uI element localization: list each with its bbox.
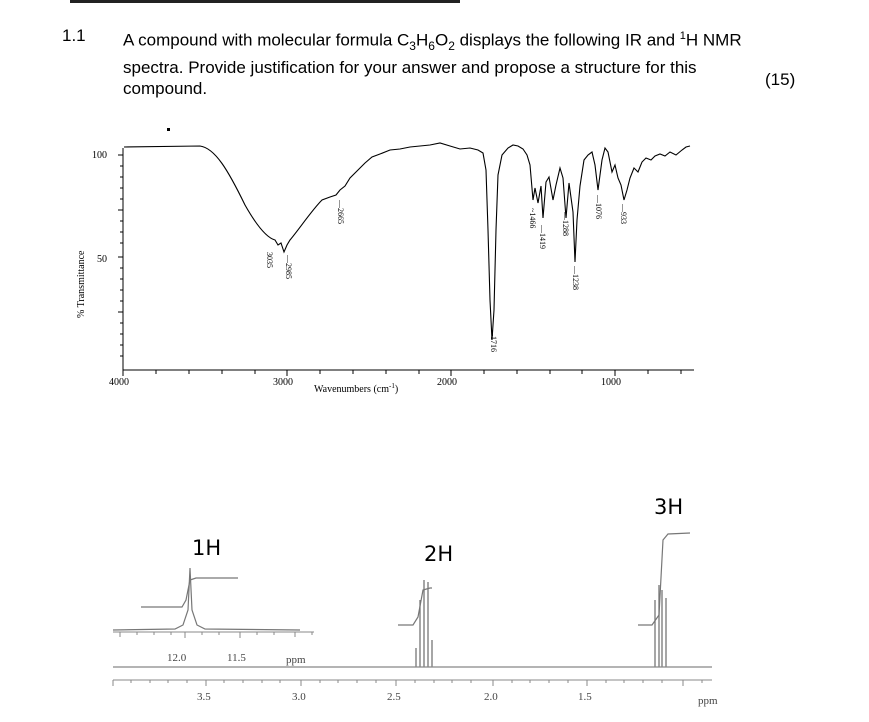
nmr-spectrum: 1H 2H 3H 12.0 11.5 ppm [112,495,718,707]
inset-tick-12-0: 12.0 [167,652,187,664]
triplet-3h [654,585,667,667]
nmr-tick-2-5: 2.5 [387,691,401,703]
quartet-2h [415,580,433,667]
ir-peak-1288: —1288 [561,211,570,236]
ir-y-ticks [118,154,123,357]
ir-peak-2985: —2985 [284,254,293,279]
ir-peak-933: —933 [619,203,628,224]
ir-peak-1466: ~1466 [528,208,537,228]
stray-dot [167,128,170,131]
ir-peak-1238: —1238 [571,265,580,290]
ir-peak-labels: 3035 —2985 —2665 —1716 ~1466 —1419 —1288… [265,194,628,352]
inset-tick-11-5: 11.5 [227,652,246,664]
ir-xtick-3000: 3000 [273,377,293,388]
ir-trace [123,142,691,341]
integral-3h [638,532,691,626]
nmr-tick-2-0: 2.0 [484,691,498,703]
ir-x-ticks [122,370,682,376]
question-marks: (15) [765,70,796,89]
inset-peak [112,567,301,631]
header-rule [70,0,460,3]
ir-ytick-100: 100 [92,150,107,161]
nmr-inset: 12.0 11.5 ppm [112,567,314,666]
nmr-tick-1-5: 1.5 [578,691,592,703]
ir-xlabel: Wavenumbers (cm-1) [314,382,398,395]
inset-unit: ppm [286,654,306,666]
ir-ylabel: % Transmittance [76,250,87,318]
integration-1h: 1H [192,536,221,560]
ir-spectrum: 100 50 % Transmittance 4000 3000 2000 10… [76,128,694,395]
nmr-axis-ticks [112,680,703,686]
nmr-axis-unit: ppm [698,695,718,707]
question-text: A compound with molecular formula C3H6O2… [123,30,742,99]
integration-3h: 3H [654,495,683,519]
ir-xtick-2000: 2000 [437,377,457,388]
inset-integral [141,577,238,608]
ir-peak-1076: —1076 [594,194,603,219]
ir-ytick-50: 50 [97,254,107,265]
nmr-tick-3-0: 3.0 [292,691,306,703]
question-number: 1.1 [62,26,86,45]
ir-peak-1419: —1419 [538,224,547,249]
ir-peak-2665: —2665 [336,199,345,224]
ir-peak-3035: 3035 [265,252,274,268]
integral-2h [398,587,432,626]
nmr-tick-3-5: 3.5 [197,691,211,703]
ir-peak-1716: —1716 [489,327,498,352]
ir-xtick-1000: 1000 [601,377,621,388]
ir-xtick-4000: 4000 [109,377,129,388]
integration-2h: 2H [424,542,453,566]
